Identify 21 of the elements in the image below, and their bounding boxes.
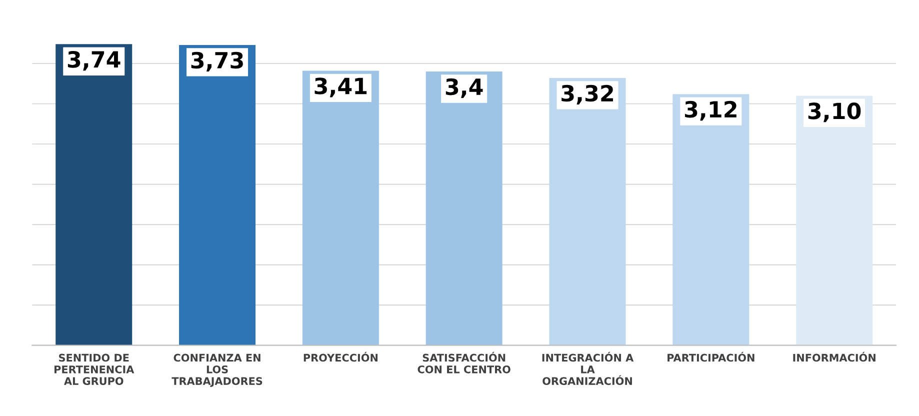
bar — [179, 44, 256, 346]
x-tick-label: INFORMACIÓN — [793, 352, 876, 362]
bar — [302, 70, 379, 346]
data-label: 3,32 — [562, 84, 613, 104]
bar — [426, 72, 502, 346]
bar — [549, 78, 626, 346]
data-label: 3,10 — [808, 102, 861, 122]
x-tick-label: SENTIDO DE PERTENENCIA AL GRUPO — [54, 354, 134, 386]
x-tick-label: SATISFACCIÓN CON EL CENTRO — [418, 352, 510, 374]
x-tick-label: PARTICIPACIÓN — [668, 352, 754, 362]
data-label: 3,74 — [68, 51, 120, 71]
data-label: 3,73 — [191, 52, 243, 72]
data-label: 3,12 — [684, 100, 736, 121]
bar — [796, 96, 873, 346]
x-tick-label: INTEGRACIÓN A LA ORGANIZACIÓN — [542, 352, 634, 386]
data-label: 3,4 — [446, 78, 483, 98]
x-tick-label: CONFIANZA EN LOS TRABAJADORES — [172, 354, 262, 387]
data-label: 3,41 — [314, 78, 367, 98]
bar — [56, 44, 132, 346]
bar — [672, 94, 750, 346]
x-tick-label: PROYECCIÓN — [304, 352, 378, 362]
